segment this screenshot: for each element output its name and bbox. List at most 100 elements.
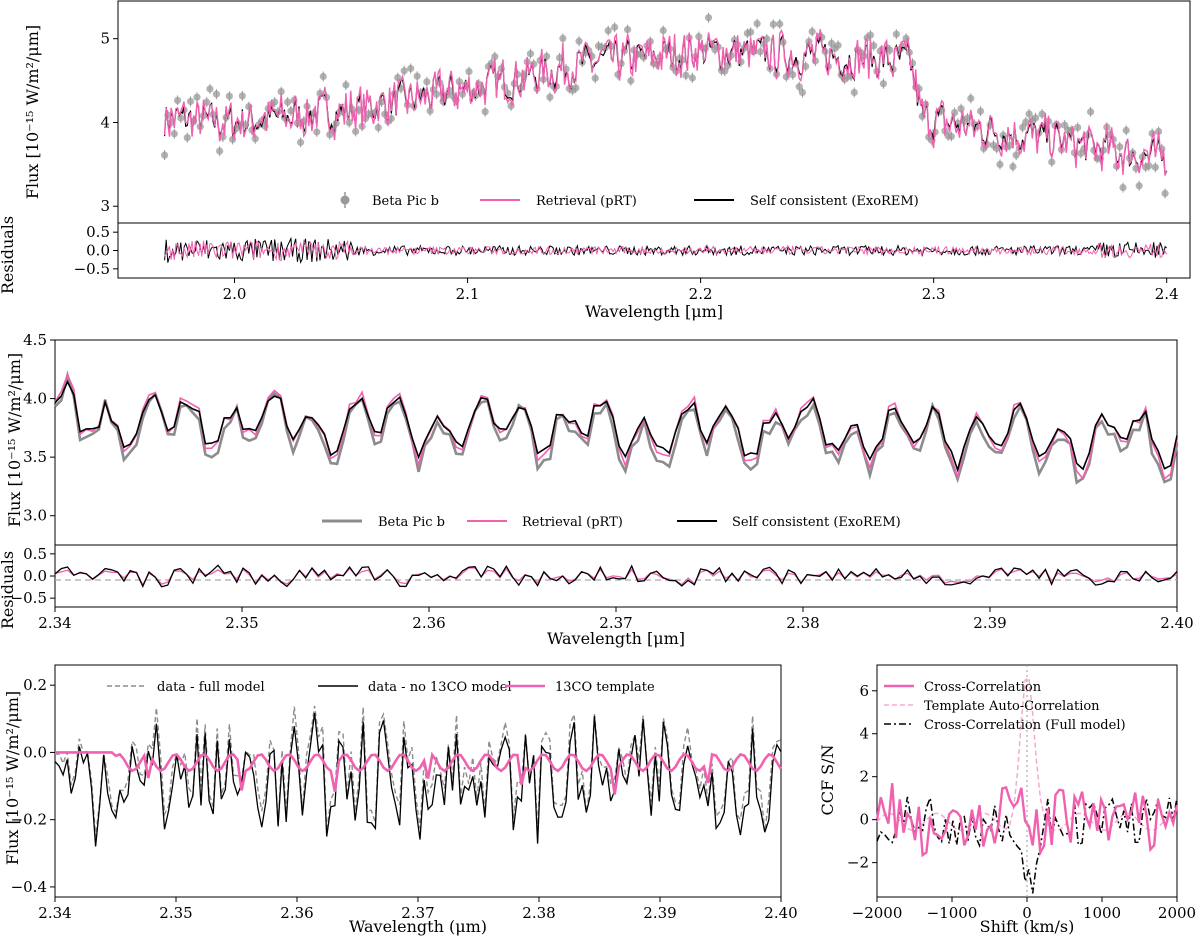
- retrieval-line: [163, 28, 1168, 177]
- data-point: [591, 74, 599, 82]
- data-point: [808, 28, 816, 36]
- top-y-tick-label: 5: [100, 30, 110, 48]
- ccf-full-model-line: [876, 795, 1178, 894]
- data-point: [682, 71, 690, 79]
- top-legend: Beta Pic b Retrieval (pRT) Self consiste…: [340, 192, 919, 209]
- top-x-tick-label: 2.2: [689, 285, 713, 303]
- bl-x-tick-label: 2.38: [522, 904, 555, 922]
- data-point: [604, 27, 612, 35]
- data-point: [1019, 123, 1027, 132]
- ccf-x-tick-label: −2000: [852, 904, 903, 922]
- data-point: [296, 138, 305, 146]
- mid-x-tick-label: 2.34: [38, 614, 71, 632]
- midres-y-tick-label: 0.5: [23, 545, 47, 563]
- topres-y-tick-label: 0.5: [86, 223, 110, 241]
- top-x-tick-label: 2.4: [1155, 285, 1179, 303]
- residual-13co-yticks: 0.2 0.0 −0.2 −0.4: [11, 676, 55, 896]
- data-point: [996, 160, 1004, 168]
- data-point: [967, 94, 975, 102]
- ccf-x-tick-label: −1000: [927, 904, 978, 922]
- data-point: [747, 28, 755, 36]
- data-point: [426, 107, 434, 115]
- data-point: [763, 35, 771, 43]
- mid-x-tick-label: 2.37: [599, 614, 632, 632]
- data-point: [1006, 141, 1014, 149]
- data-point: [345, 118, 353, 127]
- mid-residuals-yticks: 0.5 0.0 −0.5: [11, 545, 55, 607]
- legend-ccf: Cross-Correlation: [924, 680, 1042, 695]
- legend-marker-beta-pic: [340, 192, 350, 208]
- data-point: [866, 31, 875, 39]
- bl-y-tick-label: −0.4: [11, 878, 47, 896]
- data-point: [1116, 143, 1124, 151]
- data-point: [879, 80, 887, 88]
- bl-x-tick-label: 2.34: [38, 904, 71, 922]
- data-point: [957, 105, 965, 113]
- data-point: [1025, 110, 1033, 118]
- mid-spectrum-yticks: 4.5 4.0 3.5 3.0: [23, 331, 55, 525]
- legend-selfconsistent-mid: Self consistent (ExoREM): [732, 515, 901, 530]
- ccf-xlabel: Shift (km/s): [980, 917, 1075, 936]
- data-point: [756, 48, 764, 56]
- data-point: [704, 14, 713, 22]
- bl-x-tick-label: 2.37: [401, 904, 434, 922]
- selfconsistent-line-mid: [54, 379, 1178, 473]
- data-point: [173, 96, 182, 104]
- data-point: [284, 98, 292, 106]
- mid-y-tick-label: 3.5: [23, 448, 47, 466]
- data-point: [277, 87, 285, 96]
- data-point: [1009, 163, 1017, 171]
- data-point: [481, 108, 489, 116]
- data-point: [423, 78, 431, 86]
- data-point: [611, 23, 619, 31]
- top-xlabel: Wavelength [μm]: [585, 302, 723, 321]
- mid-x-tick-label: 2.38: [786, 614, 819, 632]
- mid-x-tick-label: 2.39: [973, 614, 1006, 632]
- legend-ccf-full: Cross-Correlation (Full model): [924, 718, 1126, 733]
- bl-xlabel: Wavelength (μm): [349, 917, 487, 936]
- data-point: [1151, 163, 1159, 171]
- mid-x-tick-label: 2.40: [1160, 614, 1193, 632]
- data-point: [432, 90, 441, 98]
- data-point: [572, 84, 580, 92]
- midres-y-tick-label: 0.0: [23, 567, 47, 585]
- bl-x-tick-label: 2.39: [643, 904, 676, 922]
- mid-spectrum-data: [54, 370, 1179, 485]
- data-point: [802, 62, 810, 71]
- residual-13co-panel: 0.20.0−0.2−0.4 2.34 2.35 2.36 2.37 2.38 2.39 2…: [3, 664, 798, 936]
- top-spectrum-data: [161, 12, 1169, 199]
- data-point: [413, 72, 421, 80]
- ccf-y-tick-label: 4: [859, 725, 869, 743]
- data-point: [1145, 162, 1153, 170]
- data-point: [407, 64, 415, 73]
- bl-x-tick-label: 2.36: [280, 904, 313, 922]
- legend-retrieval: Retrieval (pRT): [536, 194, 637, 209]
- data-point: [688, 74, 696, 82]
- ccf-data: [875, 676, 1179, 894]
- bl-x-tick-label: 2.40: [764, 904, 797, 922]
- data-point: [216, 147, 224, 155]
- data-point: [212, 90, 221, 98]
- retrieval-residuals-mid: [54, 567, 1178, 587]
- data-point: [559, 34, 567, 43]
- data-point: [387, 115, 395, 123]
- data-point: [1012, 151, 1020, 159]
- data-point: [170, 130, 178, 138]
- data-point: [400, 67, 408, 75]
- legend-selfconsistent: Self consistent (ExoREM): [750, 194, 919, 209]
- ccf-panel: 6 4 2 0 −2 −2000 −1000 0 1000 2000 CCF S/N Shift…: [818, 664, 1196, 936]
- mid-y-tick-label: 4.5: [23, 331, 47, 349]
- data-point: [546, 93, 554, 101]
- bl-y-tick-label: −0.2: [11, 811, 47, 829]
- data-point: [870, 42, 878, 50]
- ccf-legend: Cross-Correlation Template Auto-Correlat…: [884, 680, 1126, 733]
- data-point: [251, 135, 259, 143]
- no13co-residual: [54, 712, 782, 847]
- ccf-x-tick-label: 2000: [1158, 904, 1196, 922]
- ccf-x-tick-label: 0: [1022, 904, 1032, 922]
- topres-y-tick-label: 0.0: [86, 242, 110, 260]
- ccf-y-tick-label: 0: [859, 811, 869, 829]
- data-point: [225, 92, 233, 100]
- 13co-template-line: [55, 751, 783, 795]
- ccf-xticks: −2000 −1000 0 1000 2000: [852, 897, 1196, 922]
